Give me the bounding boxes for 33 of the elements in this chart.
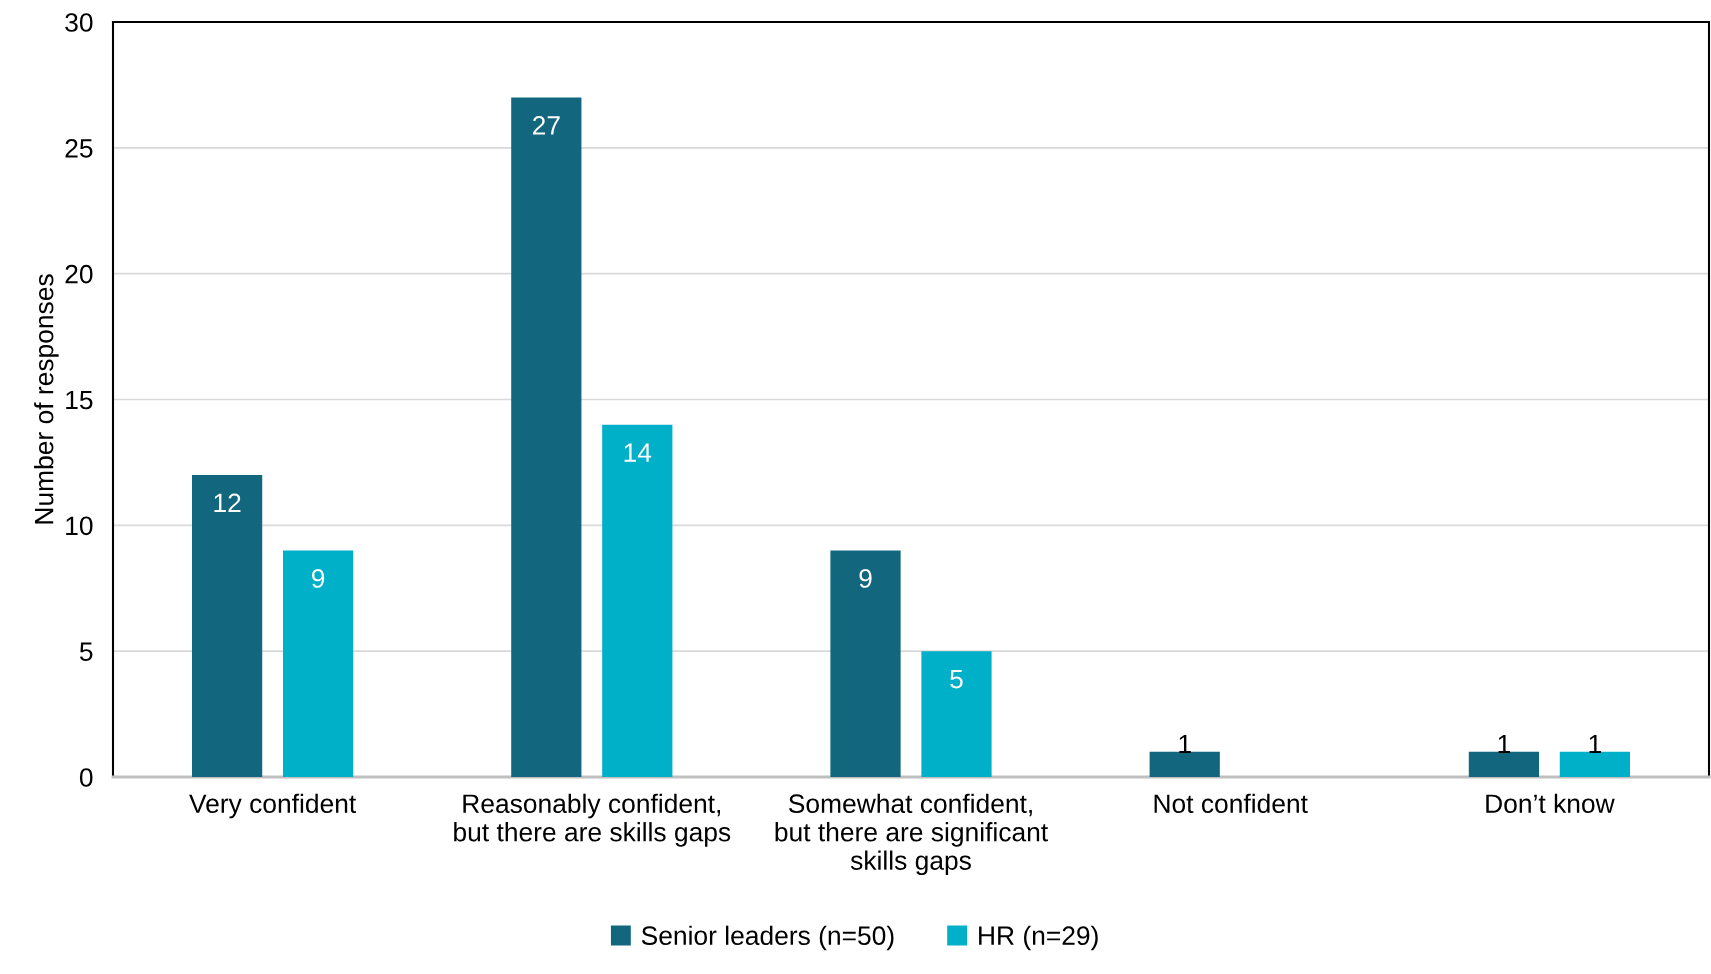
x-tick-label: Somewhat confident, but there are significant skills gaps bbox=[775, 793, 1048, 876]
x-tick-label: Not confident bbox=[1154, 793, 1308, 814]
x-tick-label: Reasonably confident, but there are skills gaps bbox=[454, 793, 731, 847]
legend-label: HR (n=29) bbox=[979, 925, 1098, 951]
y-tick-label: 0 bbox=[79, 768, 93, 787]
y-axis-title: Number of responses bbox=[34, 274, 59, 524]
bar bbox=[1468, 751, 1540, 777]
bar bbox=[511, 97, 582, 777]
y-tick-label: 15 bbox=[66, 390, 93, 410]
bar bbox=[602, 424, 673, 777]
legend-label: Senior leaders (n=50) bbox=[641, 925, 894, 951]
data-label: 1 bbox=[1589, 734, 1601, 754]
data-label: 1 bbox=[1179, 734, 1191, 754]
data-label: 1 bbox=[1498, 734, 1510, 754]
y-tick-label: 20 bbox=[65, 264, 93, 284]
data-label: 5 bbox=[950, 670, 963, 689]
x-tick-label: Don’t know bbox=[1486, 793, 1615, 814]
data-label: 9 bbox=[311, 569, 325, 588]
bar bbox=[830, 550, 901, 777]
bar bbox=[282, 550, 354, 777]
y-tick-label: 10 bbox=[66, 516, 93, 536]
bar bbox=[1559, 751, 1630, 777]
data-label: 12 bbox=[214, 493, 241, 513]
data-label: 27 bbox=[532, 116, 560, 135]
y-tick-label: 25 bbox=[65, 138, 93, 158]
y-tick-label: 30 bbox=[65, 13, 93, 32]
bar bbox=[192, 475, 263, 777]
data-label: 14 bbox=[624, 443, 652, 462]
bar bbox=[1149, 751, 1220, 777]
bar bbox=[921, 651, 992, 777]
x-tick-label: Very confident bbox=[189, 793, 357, 819]
y-tick-label: 5 bbox=[79, 642, 93, 661]
data-label: 9 bbox=[859, 569, 872, 588]
